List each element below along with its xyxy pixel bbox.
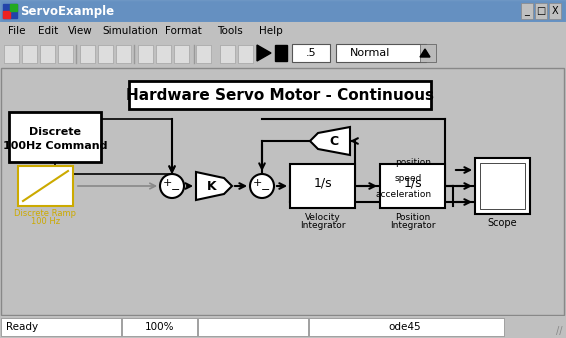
Text: Format: Format: [165, 26, 201, 36]
Text: 1/s: 1/s: [403, 176, 422, 190]
Polygon shape: [196, 172, 232, 200]
Text: 100Hz Command: 100Hz Command: [3, 141, 107, 151]
Bar: [3, 11, 10, 18]
Text: Velocity: Velocity: [305, 213, 340, 221]
Text: //: //: [555, 326, 562, 336]
Text: Integrator: Integrator: [390, 220, 435, 230]
Polygon shape: [257, 45, 271, 61]
Bar: [292, 44, 330, 62]
Text: K: K: [207, 179, 217, 193]
Bar: [122, 318, 197, 336]
Text: _: _: [525, 6, 529, 16]
Text: +: +: [252, 178, 261, 188]
Text: View: View: [68, 26, 93, 36]
Text: Tools: Tools: [217, 26, 243, 36]
FancyBboxPatch shape: [129, 81, 431, 109]
Bar: [309, 318, 504, 336]
Text: Discrete Ramp: Discrete Ramp: [15, 209, 76, 217]
Bar: [480, 163, 525, 209]
Bar: [80, 45, 95, 63]
Bar: [10, 4, 17, 11]
Bar: [336, 44, 426, 62]
Text: ServoExample: ServoExample: [20, 4, 114, 18]
Text: −: −: [171, 185, 181, 195]
Text: +: +: [162, 178, 171, 188]
Polygon shape: [420, 49, 430, 57]
Bar: [58, 45, 73, 63]
Bar: [198, 318, 308, 336]
Bar: [420, 44, 436, 62]
Text: □: □: [537, 6, 546, 16]
Text: .5: .5: [306, 48, 316, 58]
Bar: [290, 164, 355, 208]
Bar: [1, 318, 121, 336]
Bar: [40, 45, 55, 63]
Text: ode45: ode45: [389, 322, 421, 332]
Bar: [521, 3, 533, 19]
Text: Hardware Servo Motor - Continuous: Hardware Servo Motor - Continuous: [126, 88, 434, 102]
Text: Help: Help: [259, 26, 283, 36]
Text: Ready: Ready: [6, 322, 38, 332]
Text: Discrete: Discrete: [29, 127, 81, 137]
FancyBboxPatch shape: [9, 112, 101, 162]
Text: 100%: 100%: [145, 322, 174, 332]
Text: X: X: [552, 6, 558, 16]
Bar: [275, 45, 287, 61]
Circle shape: [160, 174, 184, 198]
Polygon shape: [422, 50, 428, 56]
Bar: [535, 3, 547, 19]
Bar: [3, 4, 17, 18]
Text: Integrator: Integrator: [300, 220, 345, 230]
Bar: [138, 45, 153, 63]
Text: position: position: [395, 158, 431, 167]
Text: File: File: [8, 26, 25, 36]
Polygon shape: [310, 127, 350, 155]
Text: 100 Hz: 100 Hz: [31, 217, 60, 226]
Text: acceleration: acceleration: [375, 190, 431, 199]
Bar: [196, 45, 211, 63]
Bar: [380, 164, 445, 208]
Text: Position: Position: [395, 213, 430, 221]
Text: speed: speed: [395, 174, 422, 183]
Bar: [220, 45, 235, 63]
Bar: [238, 45, 253, 63]
Bar: [475, 158, 530, 214]
Text: Normal: Normal: [350, 48, 390, 58]
Text: C: C: [329, 135, 338, 147]
Bar: [4, 45, 19, 63]
Bar: [549, 3, 561, 19]
Bar: [116, 45, 131, 63]
Text: 1/s: 1/s: [313, 176, 332, 190]
Text: Simulation: Simulation: [102, 26, 158, 36]
Bar: [18, 166, 73, 206]
Text: Edit: Edit: [38, 26, 58, 36]
Text: −: −: [261, 185, 271, 195]
Text: Scope: Scope: [488, 218, 517, 228]
Bar: [156, 45, 171, 63]
Bar: [22, 45, 37, 63]
Bar: [98, 45, 113, 63]
Circle shape: [250, 174, 274, 198]
Bar: [174, 45, 189, 63]
